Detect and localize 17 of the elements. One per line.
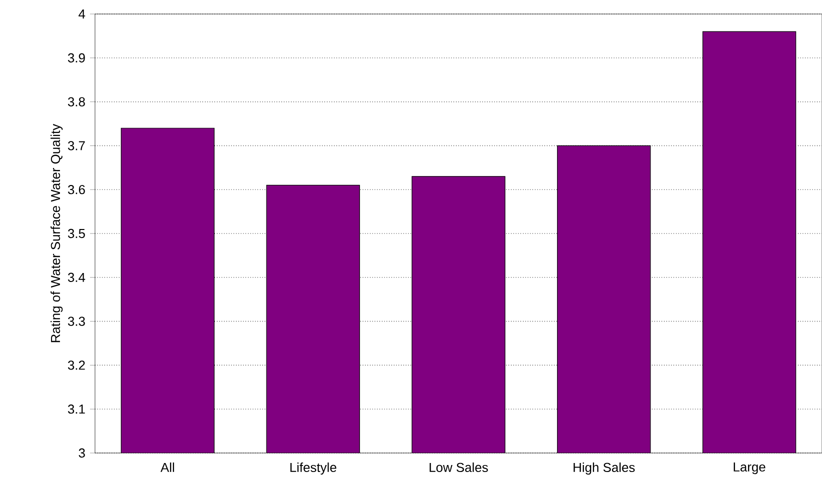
y-tick-label: 3.2 [68, 360, 85, 370]
x-tick-label: High Sales [574, 462, 635, 475]
x-tick-label: Lifestyle [290, 462, 336, 475]
x-tick-label: Low Sales [430, 462, 488, 472]
x-tick-label: Large [734, 462, 766, 474]
y-tick-label: 3 [78, 448, 85, 458]
y-tick-label: 3.4 [68, 272, 86, 282]
y-tick-label: 3.5 [68, 228, 85, 238]
y-axis-title: Rating of Water Surface Water Quality [50, 124, 63, 342]
y-tick-label: 3.1 [68, 404, 85, 414]
y-tick-label: 4 [78, 10, 86, 18]
y-tick-label: 3.8 [68, 97, 85, 106]
x-tick-label: All [160, 462, 174, 472]
y-tick-label: 3.9 [68, 53, 85, 62]
y-tick-label: 3.3 [68, 316, 85, 326]
y-tick-label: 3.7 [68, 141, 85, 150]
y-tick-label: 3.6 [68, 185, 85, 194]
